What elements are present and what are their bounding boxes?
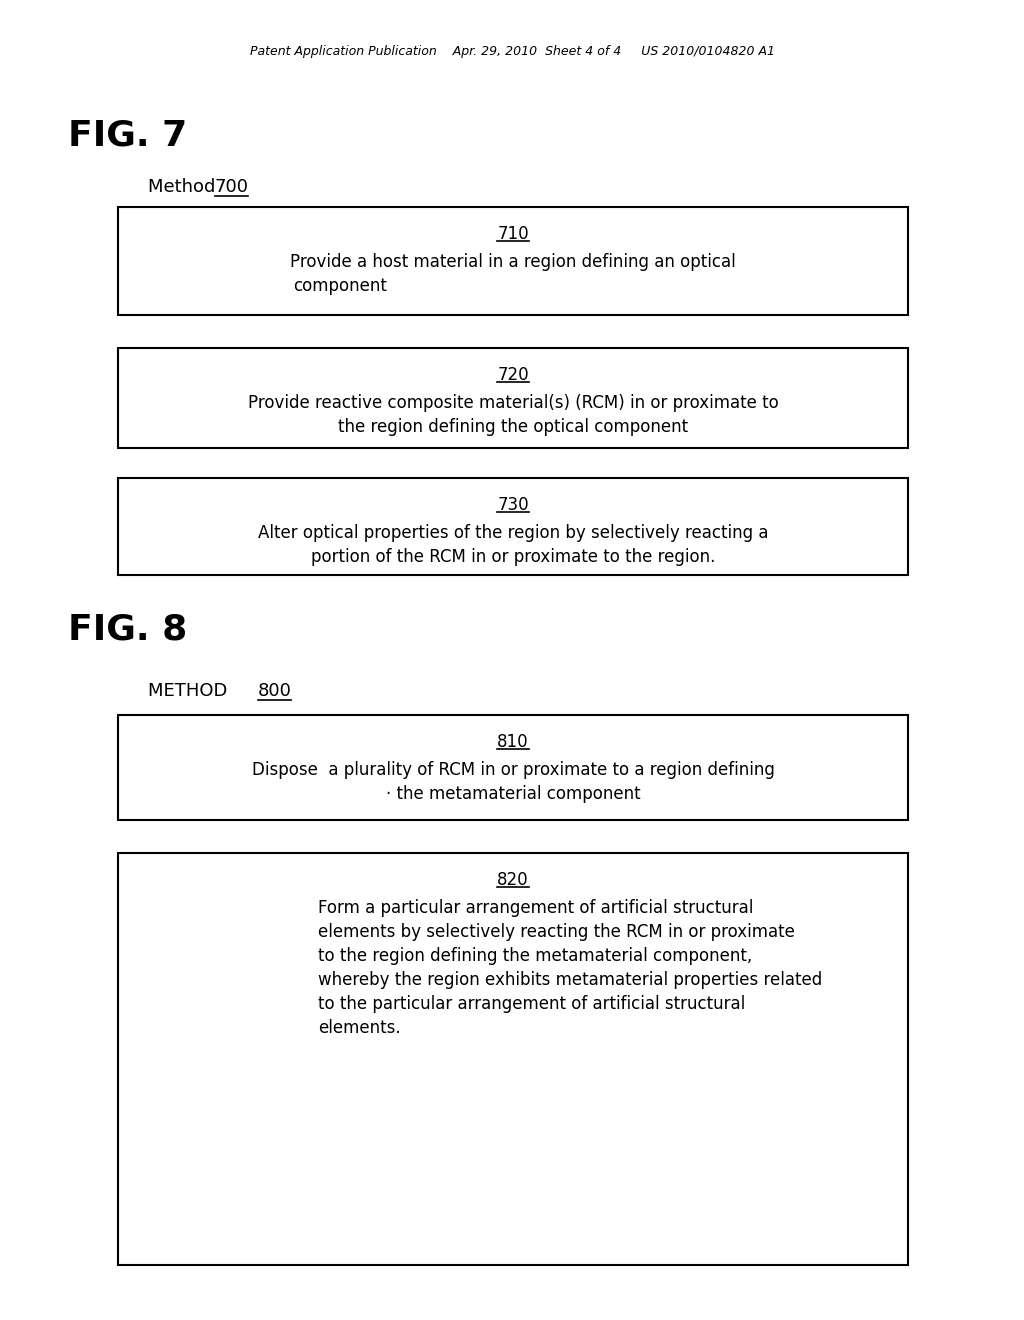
Text: component: component xyxy=(293,277,387,294)
Text: 700: 700 xyxy=(215,178,249,195)
Text: Provide a host material in a region defining an optical: Provide a host material in a region defi… xyxy=(290,253,736,271)
Text: 800: 800 xyxy=(258,682,292,700)
Text: Method: Method xyxy=(148,178,221,195)
Text: Dispose  a plurality of RCM in or proximate to a region defining: Dispose a plurality of RCM in or proxima… xyxy=(252,762,774,779)
Text: Alter optical properties of the region by selectively reacting a: Alter optical properties of the region b… xyxy=(258,524,768,543)
Text: 820: 820 xyxy=(498,871,528,888)
Text: the region defining the optical component: the region defining the optical componen… xyxy=(338,418,688,436)
Text: 720: 720 xyxy=(498,366,528,384)
FancyBboxPatch shape xyxy=(118,478,908,576)
Text: · the metamaterial component: · the metamaterial component xyxy=(386,785,640,803)
Text: elements by selectively reacting the RCM in or proximate: elements by selectively reacting the RCM… xyxy=(318,923,795,941)
Text: 730: 730 xyxy=(498,496,528,513)
Text: Form a particular arrangement of artificial structural: Form a particular arrangement of artific… xyxy=(318,899,754,917)
Text: FIG. 8: FIG. 8 xyxy=(68,612,187,645)
Text: elements.: elements. xyxy=(318,1019,400,1038)
Text: portion of the RCM in or proximate to the region.: portion of the RCM in or proximate to th… xyxy=(311,548,715,566)
Text: to the region defining the metamaterial component,: to the region defining the metamaterial … xyxy=(318,946,753,965)
Text: Provide reactive composite material(s) (RCM) in or proximate to: Provide reactive composite material(s) (… xyxy=(248,393,778,412)
Text: 710: 710 xyxy=(498,224,528,243)
FancyBboxPatch shape xyxy=(118,348,908,447)
Text: Patent Application Publication    Apr. 29, 2010  Sheet 4 of 4     US 2010/010482: Patent Application Publication Apr. 29, … xyxy=(250,45,774,58)
FancyBboxPatch shape xyxy=(118,715,908,820)
FancyBboxPatch shape xyxy=(118,207,908,315)
Text: METHOD: METHOD xyxy=(148,682,233,700)
Text: FIG. 7: FIG. 7 xyxy=(68,117,187,152)
Text: to the particular arrangement of artificial structural: to the particular arrangement of artific… xyxy=(318,995,745,1012)
Text: 810: 810 xyxy=(498,733,528,751)
Text: whereby the region exhibits metamaterial properties related: whereby the region exhibits metamaterial… xyxy=(318,972,822,989)
FancyBboxPatch shape xyxy=(118,853,908,1265)
